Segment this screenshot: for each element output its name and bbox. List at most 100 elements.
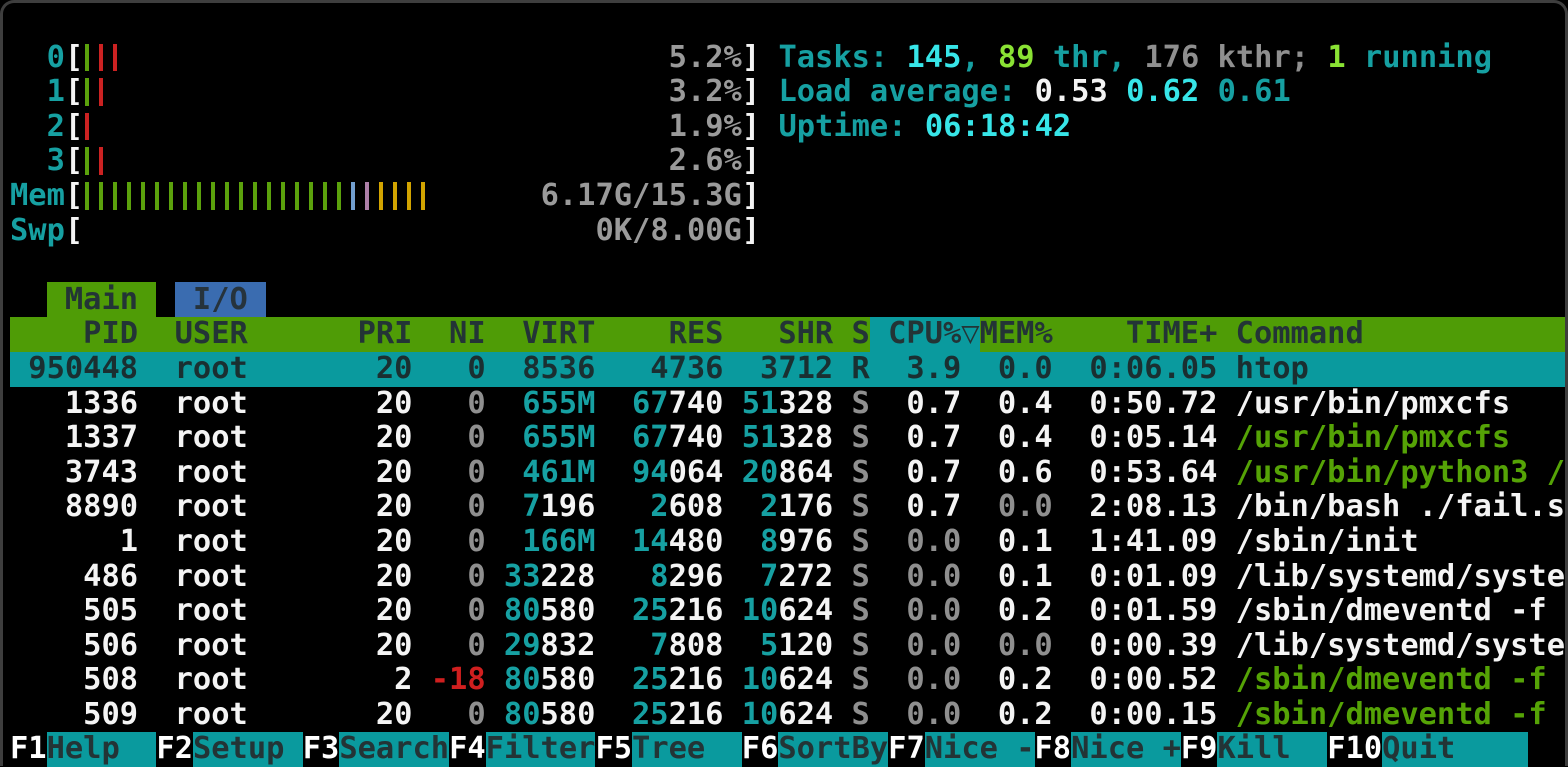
fkey-f6-number[interactable]: F6 [741,731,779,767]
cell-res-mb-part: 2 [650,489,669,525]
tasks-summary-segment: , [961,39,998,75]
meter-tick [85,147,90,175]
cpu-meter-2-line: 2[1.9%] Uptime: 06:18:42 [10,108,1568,145]
cell-command: /lib/systemd/system [1235,627,1568,663]
cell-user: root [174,385,248,421]
process-row[interactable]: 1 root 20 0 166M 14480 8976 S 0.0 0.1 1:41.09 /s… [10,523,1568,560]
meter-tick [281,181,286,210]
col-header-command[interactable]: Command [1235,316,1364,352]
fkey-f1-number[interactable]: F1 [10,731,47,767]
col-header-shr[interactable]: SHR [778,316,834,352]
cell-time: 0:01.09 [1089,558,1218,594]
fkey-f4-number[interactable]: F4 [449,731,486,767]
process-row[interactable]: 505 root 20 0 80580 25216 10624 S 0.0 0.2 0:01.5… [10,593,1568,629]
cell-cpu-percent: 0.0 [906,593,962,629]
cell-shr: 8976 [723,523,833,560]
cell-time: 1:41.09 [1089,523,1218,559]
fkey-help-button[interactable]: Help [46,732,157,767]
process-row[interactable]: 509 root 20 0 80580 25216 10624 S 0.0 0.2 0:00.1… [10,696,1568,733]
fkey-f7-number[interactable]: F7 [888,731,925,767]
cell-priority: 20 [375,385,413,421]
col-header-mem[interactable]: MEM% [979,316,1053,352]
cpu-meter-1-label: 1 [46,74,65,110]
cell-virt: 33228 [486,559,595,595]
fkey-search-button[interactable]: Search [339,731,450,767]
col-header-virt[interactable]: VIRT [522,316,596,352]
fkey-f3-number[interactable]: F3 [302,731,340,767]
cell-state: S [851,420,870,456]
cell-shr-mb-part: 8 [760,523,779,559]
fkey-nice--button[interactable]: Nice + [1071,731,1181,767]
process-row[interactable]: 486 root 20 0 33228 8296 7272 S 0.0 0.1 0:01.09 … [10,558,1568,595]
cell-gap [1217,594,1235,629]
cell-user: root [174,558,248,594]
fkey-f10-number[interactable]: F10 [1327,731,1383,767]
meter-tick [183,181,188,210]
fkey-filter-button[interactable]: Filter [485,731,596,767]
col-header-user[interactable]: USER [174,316,248,352]
cell-res-kb-part: 740 [668,385,724,421]
meter-tick [211,181,216,210]
meter-open-bracket: [ [64,108,84,144]
col-header-ni[interactable]: NI [449,316,486,352]
cell-shr-kb-part: 120 [778,627,834,663]
cell-nice: 0 [467,627,486,663]
cell-priority: 20 [375,593,413,629]
process-row[interactable]: 1337 root 20 0 655M 67740 51328 S 0.7 0.4 0:05.1… [10,420,1568,456]
fkey-f8-number[interactable]: F8 [1034,731,1072,767]
fkey-f9-number[interactable]: F9 [1180,731,1218,767]
col-header-time[interactable]: TIME+ [1125,316,1218,352]
col-header-pri[interactable]: PRI [357,316,413,352]
cell-shr: 5120 [723,627,834,664]
cell-gap [1217,456,1235,491]
cell-virt: 8536 [486,351,595,387]
cell-cpu-percent: 3.9 [906,350,962,386]
cell-nice: 0 [467,454,486,490]
process-row[interactable]: 3743 root 20 0 461M 94064 20864 S 0.7 0.6 0:53.6… [10,454,1568,491]
cell-gap [1217,560,1235,595]
cell-res: 14480 [595,523,724,560]
fkey-setup-button[interactable]: Setup [192,732,303,767]
col-header-state[interactable]: S [851,316,870,352]
cpu-meter-1-line: 1[3.2%] Load average: 0.53 0.62 0.61 [10,74,1568,110]
cell-gap [961,387,979,422]
cell-virt-mb-part: 80 [503,696,541,732]
cell-user: root [174,627,248,663]
tab-main[interactable]: Main [46,281,157,317]
fkey-sortby-button[interactable]: SortBy [778,731,889,767]
load-average-segment: 0.53 [1034,74,1127,110]
cell-cpu-percent: 0.0 [906,662,962,698]
fkey-quit-button[interactable]: Quit [1382,732,1529,767]
tab-io[interactable]: I/O [174,281,267,317]
meter-tick [127,181,132,210]
meter-tick [365,181,370,210]
meter-open-bracket: [ [64,143,84,179]
process-row[interactable]: 508 root 2 -18 80580 25216 10624 S 0.0 0.2 0:00.… [10,662,1568,698]
fkey-f5-number[interactable]: F5 [595,731,633,767]
cell-virt: 655M [486,420,595,456]
cell-priority: 20 [375,558,413,594]
process-row[interactable]: 8890 root 20 0 7196 2608 2176 S 0.7 0.0 2:08.13 … [10,490,1568,525]
cpu-meter-0-bar: 5.2% [83,40,742,76]
col-header-res[interactable]: RES [668,316,724,352]
cell-gap [138,629,175,664]
cell-res-kb-part: 480 [668,523,724,559]
process-row[interactable]: 506 root 20 0 29832 7808 5120 S 0.0 0.0 0:00.39 … [10,627,1568,664]
load-average-segment: Load average: [778,74,1035,110]
uptime-segment: 06:18:42 [924,108,1072,144]
fkey-nice--button[interactable]: Nice - [924,731,1035,767]
cell-priority: 20 [375,696,413,732]
cell-shr: 2176 [723,490,833,525]
process-row[interactable]: 1336 root 20 0 655M 67740 51328 S 0.7 0.4 0:50.7… [10,385,1568,422]
cell-gap [138,352,175,387]
fkey-kill-button[interactable]: Kill [1217,732,1328,767]
col-header-pid[interactable]: PID [83,316,139,352]
cell-command: /usr/bin/pmxcfs [1235,385,1511,421]
fkey-f2-number[interactable]: F2 [156,731,193,767]
process-row-selected[interactable]: 950448 root 20 0 8536 4736 3712 R 3.9 0.0 0:06.0… [10,350,1568,387]
fkey-tree-button[interactable]: Tree [632,732,742,767]
col-header-cpu-sorted[interactable]: CPU% [869,317,962,352]
cell-user: root [174,454,248,490]
cell-state: S [851,593,870,629]
cell-virt: 166M [486,524,595,560]
